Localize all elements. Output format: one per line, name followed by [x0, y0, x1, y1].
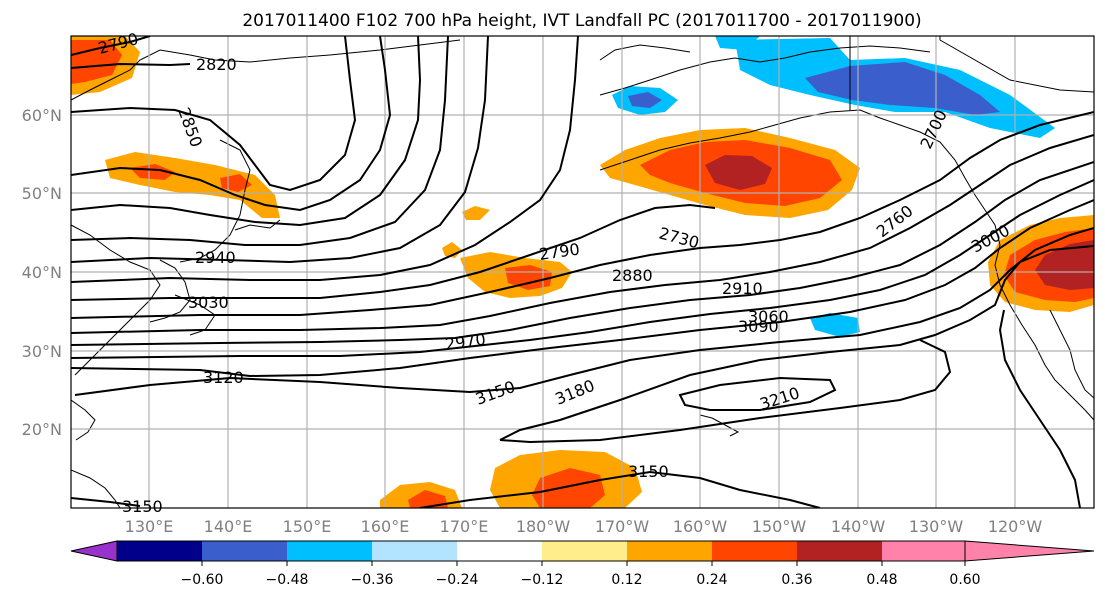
colorbar-tick-label: 0.60 — [949, 572, 980, 588]
lat-label-40n: 40°N — [22, 263, 62, 282]
lon-label-170e: 170°E — [440, 517, 489, 536]
colorbar-tick-label: 0.48 — [866, 572, 897, 588]
gridlines — [71, 36, 1094, 508]
lon-label-140w: 140°W — [831, 517, 886, 536]
lon-label-130e: 130°E — [125, 517, 174, 536]
colorbar-extend-high — [964, 540, 1095, 562]
contour-label-3120: 3120 — [203, 368, 244, 387]
lon-label-150w: 150°W — [752, 517, 807, 536]
latitude-labels: 60°N 50°N 40°N 30°N 20°N — [22, 106, 62, 439]
colorbar-bin — [202, 541, 287, 561]
lon-label-170w: 170°W — [595, 517, 650, 536]
colorbar-tick-label: 0.24 — [696, 572, 727, 588]
contour-label-2880: 2880 — [612, 266, 653, 285]
colorbar-extend-low — [70, 540, 118, 562]
lon-label-130w: 130°W — [909, 517, 964, 536]
colorbar-bin — [712, 541, 797, 561]
contour-label-3060: 3060 — [748, 307, 789, 326]
colorbar-bin — [117, 541, 202, 561]
negative-anomaly-bering — [612, 86, 678, 115]
colorbar-tick-label: 0.12 — [611, 572, 642, 588]
colorbar-bin — [542, 541, 627, 561]
lon-label-180w: 180°W — [516, 517, 571, 536]
map-frame — [70, 35, 1095, 509]
map-panel: 2790 2820 2850 2940 3030 3120 2790 2730 … — [70, 29, 1095, 516]
lat-label-60n: 60°N — [22, 106, 62, 125]
negative-anomaly-alaska — [735, 38, 1055, 138]
negative-anomaly-arctic — [715, 36, 760, 50]
coastlines — [71, 36, 1094, 508]
colorbar-bin — [882, 541, 965, 561]
contour-label-3090: 3090 — [738, 317, 779, 336]
colorbar-tick-label: −0.48 — [266, 572, 309, 588]
negative-anomaly-east-pacific — [810, 313, 860, 337]
colorbar: −0.60 −0.48 −0.36 −0.24 −0.12 0.12 0.24 … — [70, 540, 1095, 588]
lon-label-150e: 150°E — [283, 517, 332, 536]
colorbar-tick-label: 0.36 — [781, 572, 812, 588]
colorbar-ticks — [201, 561, 966, 566]
contour-label-2910: 2910 — [722, 279, 763, 298]
contour-label-2940: 2940 — [195, 248, 236, 267]
positive-anomaly-subtropics — [380, 450, 642, 508]
lon-label-140e: 140°E — [204, 517, 253, 536]
longitude-labels: 130°E 140°E 150°E 160°E 170°E 180°W 170°… — [125, 517, 1043, 536]
colorbar-bin — [372, 541, 457, 561]
colorbar-bin — [627, 541, 712, 561]
lon-label-120w: 120°W — [988, 517, 1043, 536]
colorbar-bin — [797, 541, 882, 561]
lon-label-160w: 160°W — [673, 517, 728, 536]
colorbar-tick-label: −0.60 — [181, 572, 224, 588]
contour-label-3150-southwest: 3150 — [122, 497, 163, 516]
colorbar-bin — [287, 541, 372, 561]
contour-label-2820: 2820 — [196, 55, 237, 74]
colorbar-frame — [116, 540, 966, 562]
colorbar-tick-label: −0.24 — [436, 572, 479, 588]
contour-label-3150-south: 3150 — [628, 462, 669, 481]
positive-anomaly-gulf-of-alaska — [600, 128, 860, 218]
colorbar-tick-label: −0.12 — [521, 572, 564, 588]
lat-label-30n: 30°N — [22, 342, 62, 361]
lat-label-50n: 50°N — [22, 184, 62, 203]
colorbar-tick-label: −0.36 — [351, 572, 394, 588]
positive-anomaly-central-pacific — [442, 206, 572, 298]
figure-title: 2017011400 F102 700 hPa height, IVT Land… — [242, 11, 921, 31]
height-contours — [71, 36, 1094, 508]
lat-label-20n: 20°N — [22, 420, 62, 439]
contour-label-3030: 3030 — [188, 293, 229, 312]
colorbar-bin — [457, 541, 542, 561]
lon-label-160e: 160°E — [361, 517, 410, 536]
